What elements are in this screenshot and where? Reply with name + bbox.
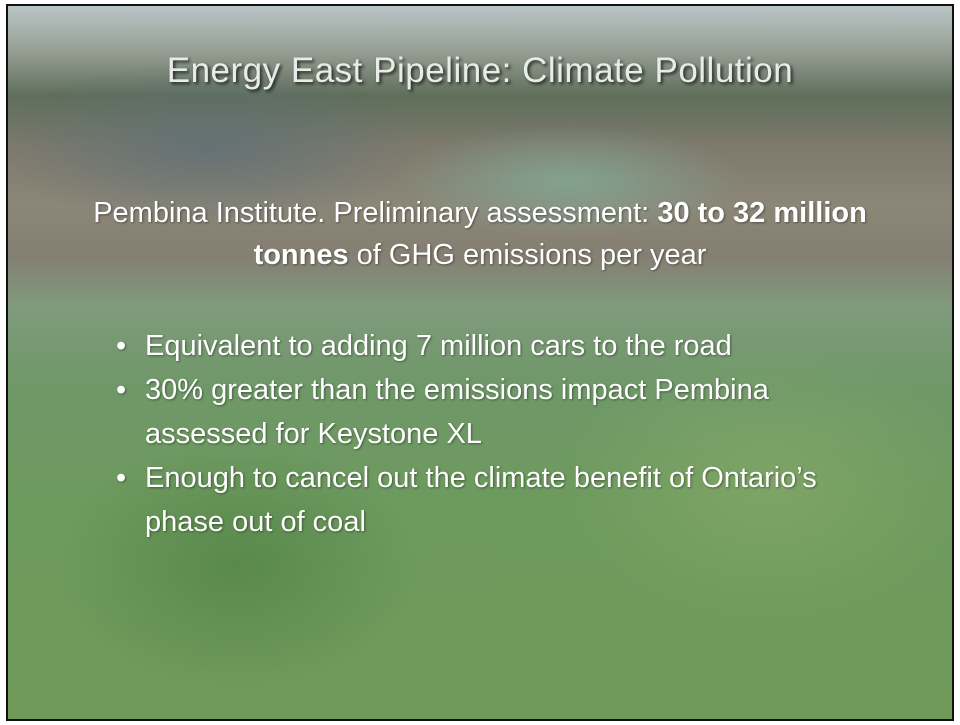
bullet-item: Equivalent to adding 7 million cars to t… [116,324,876,368]
intro-text: of GHG emissions per year [349,239,707,271]
bullet-list: Equivalent to adding 7 million cars to t… [116,324,876,544]
intro-text: Pembina Institute. Preliminary assessmen… [93,197,657,229]
intro: Pembina Institute. Preliminary assessmen… [48,192,912,276]
page: Energy East Pipeline: Climate Pollution … [0,0,960,725]
bullet-item: Enough to cancel out the climate benefit… [116,456,876,544]
slide: Energy East Pipeline: Climate Pollution … [6,4,954,721]
bullet-item: 30% greater than the emissions impact Pe… [116,368,876,456]
slide-title: Energy East Pipeline: Climate Pollution [8,51,952,91]
